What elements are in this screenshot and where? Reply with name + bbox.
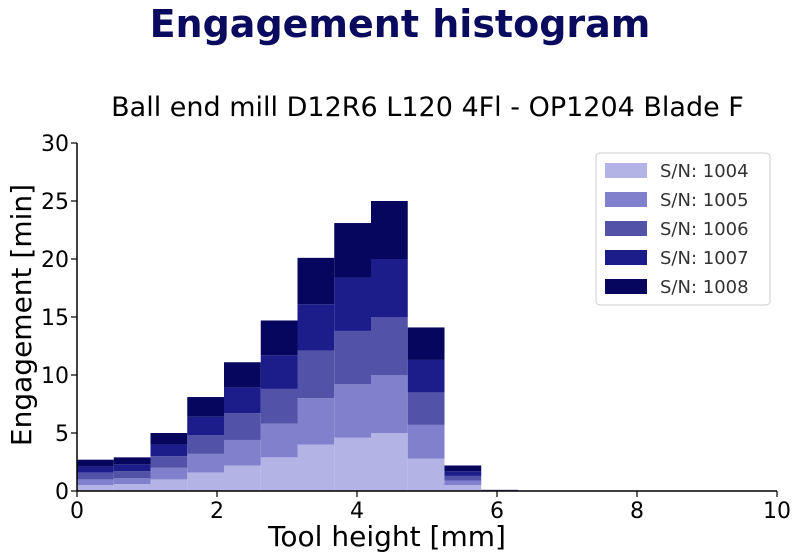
bar-segment	[260, 355, 298, 389]
bar-segment	[297, 398, 335, 445]
bar-segment	[407, 424, 445, 459]
bar-segment	[444, 485, 482, 491]
y-tick-label: 10	[41, 364, 69, 389]
bar-segment	[77, 466, 114, 473]
bar-segment	[444, 465, 482, 472]
bar-segment	[407, 327, 445, 360]
bar-segment	[297, 304, 335, 351]
bar-segment	[297, 257, 335, 305]
bar-segment	[77, 485, 114, 491]
x-tick-label: 10	[763, 499, 791, 524]
bar-segment	[224, 362, 261, 388]
bar-segment	[407, 392, 445, 425]
chart-title: Ball end mill D12R6 L120 4Fl - OP1204 Bl…	[111, 92, 744, 123]
bar-segment	[224, 413, 261, 440]
bar-segment	[150, 467, 188, 480]
bar-segment	[113, 484, 151, 491]
y-tick-label: 5	[55, 422, 69, 447]
legend-swatch	[605, 163, 647, 178]
bar-segment	[150, 479, 188, 491]
bar-segment	[444, 480, 482, 486]
bar-segment	[224, 387, 261, 414]
bar-segment	[113, 478, 151, 485]
legend-label: S/N: 1004	[660, 161, 749, 182]
legend-label: S/N: 1006	[660, 219, 749, 240]
legend-swatch	[605, 250, 647, 265]
bar-segment	[371, 375, 408, 433]
bar-segment	[334, 384, 371, 438]
bar-segment	[77, 479, 114, 486]
bar-segment	[444, 475, 482, 481]
bar-segment	[187, 416, 224, 436]
bar-segment	[187, 435, 224, 454]
x-tick-label: 6	[490, 499, 504, 524]
y-axis-label: Engagement [min]	[5, 184, 38, 446]
bar-segment	[77, 472, 114, 480]
legend-box	[595, 152, 771, 306]
bar-segment	[334, 330, 371, 385]
x-tick-label: 2	[210, 499, 224, 524]
bar-segment	[187, 472, 224, 491]
bar-segment	[260, 388, 298, 424]
legend-label: S/N: 1007	[660, 248, 749, 269]
legend-label: S/N: 1005	[660, 190, 749, 211]
bar-segment	[260, 457, 298, 491]
bar-segment	[77, 459, 114, 467]
bar-segment	[334, 223, 371, 278]
bar-segment	[260, 423, 298, 458]
bar-segment	[371, 433, 408, 491]
legend-swatch	[605, 279, 647, 294]
bar-segment	[113, 457, 151, 465]
legend-swatch	[605, 221, 647, 236]
legend-label: S/N: 1008	[660, 277, 749, 298]
bar-segment	[113, 471, 151, 479]
y-tick-label: 15	[41, 306, 69, 331]
bar-segment	[371, 317, 408, 375]
x-tick-label: 0	[70, 499, 84, 524]
x-tick-label: 4	[350, 499, 364, 524]
bar-segment	[113, 464, 151, 472]
bar-segment	[371, 201, 408, 259]
bar-segment	[334, 277, 371, 331]
x-tick-label: 8	[630, 499, 644, 524]
bar-segment	[224, 439, 261, 466]
y-tick-label: 25	[41, 190, 69, 215]
bar-segment	[260, 320, 298, 356]
bar-segment	[444, 471, 482, 476]
y-tick-label: 30	[41, 132, 69, 157]
bar-segment	[150, 433, 188, 445]
bar-segment	[407, 458, 445, 491]
bar-segment	[187, 453, 224, 473]
bar-segment	[150, 456, 188, 468]
x-axis-label: Tool height [mm]	[267, 520, 506, 553]
bar-segment	[297, 350, 335, 399]
bar-segment	[224, 465, 261, 491]
page-title: Engagement histogram	[149, 2, 651, 46]
bar-segment	[297, 444, 335, 491]
legend-swatch	[605, 192, 647, 207]
bar-segment	[334, 437, 371, 491]
bar-segment	[407, 359, 445, 393]
y-tick-label: 0	[55, 480, 69, 505]
bar-segment	[150, 444, 188, 457]
y-tick-label: 20	[41, 248, 69, 273]
bar-segment	[371, 259, 408, 317]
bar-segment	[187, 397, 224, 417]
